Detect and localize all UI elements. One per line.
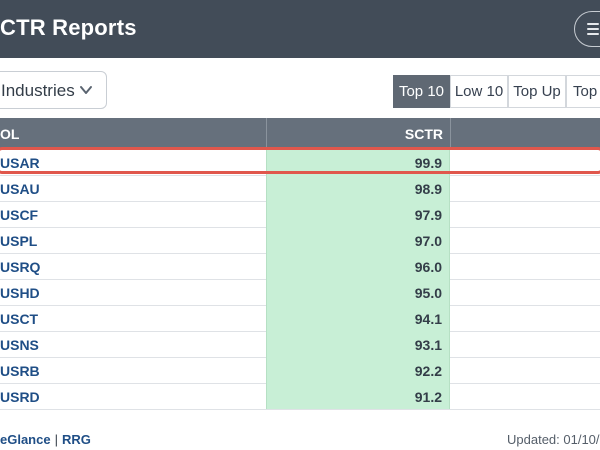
sctr-value: 96.0: [414, 259, 442, 275]
empty-cell: [450, 306, 600, 332]
column-divider: [450, 118, 451, 150]
column-header-symbol[interactable]: OL: [0, 126, 20, 142]
tab-low-10[interactable]: Low 10: [450, 75, 508, 108]
empty-cell: [450, 150, 600, 176]
symbol-link[interactable]: USPL: [0, 233, 38, 249]
table-row[interactable]: USRD 91.2: [0, 383, 600, 410]
sctr-value: 99.9: [414, 155, 442, 171]
sctr-cell: 94.1: [266, 305, 450, 331]
symbol-link[interactable]: USRB: [0, 363, 40, 379]
updated-timestamp: Updated: 01/10/2: [507, 432, 600, 447]
footer-links: eGlance | RRG: [0, 432, 91, 447]
symbol-link[interactable]: USHD: [0, 285, 40, 301]
sctr-cell: 93.1: [266, 331, 450, 357]
symbol-link[interactable]: USAU: [0, 181, 40, 197]
sctr-cell: 91.2: [266, 383, 450, 409]
column-divider: [266, 118, 267, 150]
page-title: CTR Reports: [0, 15, 137, 40]
sctr-value: 94.1: [414, 311, 442, 327]
sctr-value: 93.1: [414, 337, 442, 353]
sctr-value: 91.2: [414, 389, 442, 405]
empty-cell: [450, 332, 600, 358]
sctr-value: 98.9: [414, 181, 442, 197]
table-row[interactable]: USNS 93.1: [0, 331, 600, 358]
tab-top-up[interactable]: Top Up: [508, 75, 566, 108]
empty-cell: [450, 176, 600, 202]
empty-cell: [450, 254, 600, 280]
table-row[interactable]: USAR 99.9: [0, 149, 600, 176]
gallery-view-link[interactable]: eGlance: [0, 432, 51, 447]
sctr-value: 97.9: [414, 207, 442, 223]
table-header: OL SCTR: [0, 118, 600, 150]
sctr-cell: 97.0: [266, 227, 450, 253]
sctr-value: 95.0: [414, 285, 442, 301]
table-row[interactable]: USHD 95.0: [0, 279, 600, 306]
sctr-cell: 99.9: [266, 149, 450, 175]
table-row[interactable]: USRQ 96.0: [0, 253, 600, 280]
table-body: USAR 99.9 USAU 98.9 USCF 97.9 USPL 97.0 …: [0, 149, 600, 410]
table-row[interactable]: USPL 97.0: [0, 227, 600, 254]
sctr-cell: 96.0: [266, 253, 450, 279]
symbol-link[interactable]: USRD: [0, 389, 40, 405]
menu-button[interactable]: [574, 11, 600, 47]
table-footer: eGlance | RRG Updated: 01/10/2: [0, 430, 600, 450]
symbol-link[interactable]: USCF: [0, 207, 39, 223]
table-row[interactable]: USRB 92.2: [0, 357, 600, 384]
table-row[interactable]: USAU 98.9: [0, 175, 600, 202]
filter-selected-value: Industries: [1, 81, 75, 100]
symbol-link[interactable]: USRQ: [0, 259, 41, 275]
sctr-cell: 98.9: [266, 175, 450, 201]
sctr-cell: 92.2: [266, 357, 450, 383]
column-header-sctr[interactable]: SCTR: [404, 126, 443, 142]
table-row[interactable]: USCF 97.9: [0, 201, 600, 228]
hamburger-icon: [587, 23, 599, 35]
table-row[interactable]: USCT 94.1: [0, 305, 600, 332]
rrg-link[interactable]: RRG: [61, 432, 91, 447]
empty-cell: [450, 228, 600, 254]
symbol-link[interactable]: USNS: [0, 337, 39, 353]
symbol-link[interactable]: USAR: [0, 155, 40, 171]
sctr-cell: 95.0: [266, 279, 450, 305]
tab-top-down[interactable]: Top D: [566, 75, 600, 108]
tab-top-10[interactable]: Top 10: [393, 75, 450, 108]
sctr-cell: 97.9: [266, 201, 450, 227]
app-header: CTR Reports: [0, 0, 600, 58]
empty-cell: [450, 280, 600, 306]
link-divider: |: [54, 432, 58, 447]
empty-cell: [450, 202, 600, 228]
chevron-down-icon: [80, 86, 92, 94]
industry-filter-select[interactable]: Industries: [0, 71, 107, 109]
empty-cell: [450, 384, 600, 410]
sctr-value: 92.2: [414, 363, 442, 379]
empty-cell: [450, 358, 600, 384]
symbol-link[interactable]: USCT: [0, 311, 39, 327]
sctr-value: 97.0: [414, 233, 442, 249]
